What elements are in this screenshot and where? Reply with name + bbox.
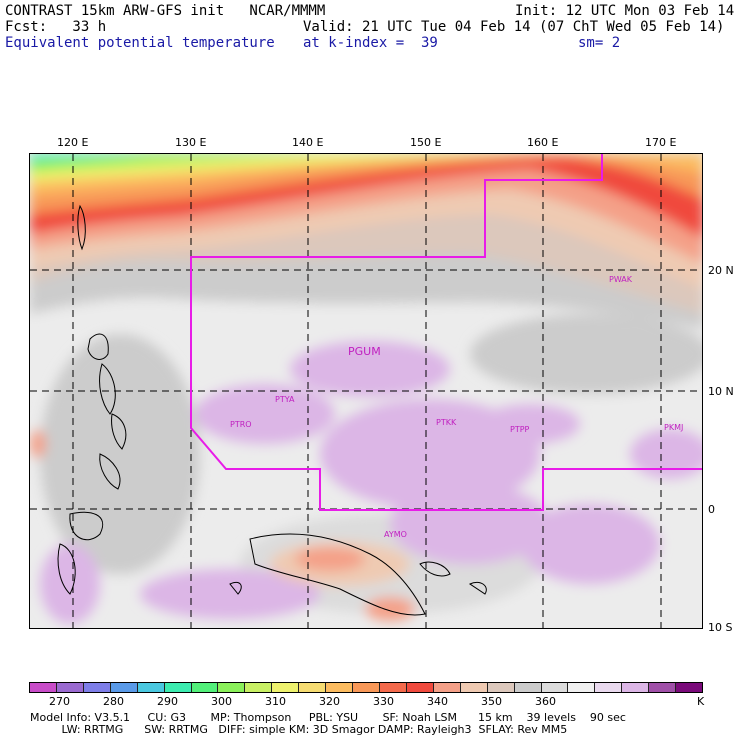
model-info-line1: Model Info: V3.5.1 CU: G3 MP: Thompson P… [30, 711, 626, 724]
lon-label-170: 170 E [645, 136, 677, 149]
station-pkmj: PKMJ [664, 423, 683, 432]
new-guinea-coast [249, 533, 426, 616]
model-title: CONTRAST 15km ARW-GFS init NCAR/MMMM [5, 3, 326, 19]
colorbar-swatch-18 [514, 683, 542, 692]
colorbar-swatch-10 [299, 683, 327, 692]
station-ptro: PTRO [230, 420, 252, 429]
colorbar-label-280: 280 [103, 695, 124, 708]
colorbar-swatch-12 [353, 683, 380, 692]
theta-e-map: PGUM PTYA PTRO PTKK PTPP PKMJ PWAK AYMO [29, 153, 703, 629]
lon-label-140: 140 E [292, 136, 324, 149]
valid-time: Valid: 21 UTC Tue 04 Feb 14 (07 ChT Wed … [303, 19, 725, 35]
colorbar-swatch-21 [595, 683, 623, 692]
colorbar-swatch-13 [379, 683, 407, 692]
colorbar-swatch-19 [541, 683, 569, 692]
model-info-line2: LW: RRTMG SW: RRTMG DIFF: simple KM: 3D … [30, 723, 568, 736]
map-canvas: PGUM PTYA PTRO PTKK PTPP PKMJ PWAK AYMO [30, 154, 702, 628]
colorbar-label-270: 270 [49, 695, 70, 708]
lon-label-150: 150 E [410, 136, 442, 149]
colorbar-label-330: 330 [373, 695, 394, 708]
colorbar-swatch-11 [326, 683, 354, 692]
station-ptpp: PTPP [510, 425, 530, 434]
station-pwak: PWAK [609, 275, 633, 284]
colorbar-swatch-2 [83, 683, 111, 692]
lat-label-20n: 20 N [708, 264, 734, 277]
station-aymo: AYMO [384, 530, 407, 539]
colorbar-swatch-15 [433, 683, 461, 692]
forecast-hour: Fcst: 33 h [5, 19, 107, 35]
colorbar [29, 682, 703, 693]
colorbar-label-360: 360 [535, 695, 556, 708]
lat-label-10s: 10 S [708, 621, 733, 634]
station-pgum: PGUM [348, 345, 381, 358]
init-time: Init: 12 UTC Mon 03 Feb 14 [515, 3, 735, 19]
colorbar-label-320: 320 [319, 695, 340, 708]
colorbar-swatch-6 [191, 683, 219, 692]
lon-label-130: 130 E [175, 136, 207, 149]
colorbar-swatch-16 [460, 683, 488, 692]
colorbar-label-350: 350 [481, 695, 502, 708]
colorbar-swatch-1 [56, 683, 84, 692]
level-index: at k-index = 39 [303, 35, 438, 51]
colorbar-label-290: 290 [157, 695, 178, 708]
colorbar-swatch-17 [487, 683, 515, 692]
lon-label-120: 120 E [57, 136, 89, 149]
luzon-coast [87, 333, 109, 360]
colorbar-unit: K [697, 695, 705, 708]
field-name: Equivalent potential temperature [5, 35, 275, 51]
colorbar-swatch-22 [622, 683, 650, 692]
colorbar-swatch-14 [406, 683, 434, 692]
colorbar-swatch-9 [272, 683, 300, 692]
station-ptkk: PTKK [436, 418, 457, 427]
colorbar-swatch-7 [218, 683, 246, 692]
colorbar-swatch-5 [164, 683, 192, 692]
colorbar-swatch-23 [649, 683, 677, 692]
coastlines [57, 204, 487, 616]
mindanao-coast [99, 453, 121, 490]
colorbar-label-300: 300 [211, 695, 232, 708]
colorbar-swatch-0 [30, 683, 57, 692]
colorbar-swatch-20 [568, 683, 596, 692]
colorbar-label-340: 340 [427, 695, 448, 708]
lat-label-0: 0 [708, 503, 715, 516]
taiwan-coast [77, 204, 86, 251]
theta-e-field [30, 154, 702, 624]
nested-domain-boundary [190, 154, 702, 511]
colorbar-label-310: 310 [265, 695, 286, 708]
smoothing: sm= 2 [578, 35, 621, 51]
colorbar-swatch-24 [676, 683, 703, 692]
colorbar-swatch-8 [245, 683, 273, 692]
station-ptya: PTYA [275, 395, 295, 404]
colorbar-swatch-3 [110, 683, 138, 692]
lon-label-160: 160 E [527, 136, 559, 149]
lat-label-10n: 10 N [708, 385, 734, 398]
colorbar-swatch-4 [137, 683, 165, 692]
